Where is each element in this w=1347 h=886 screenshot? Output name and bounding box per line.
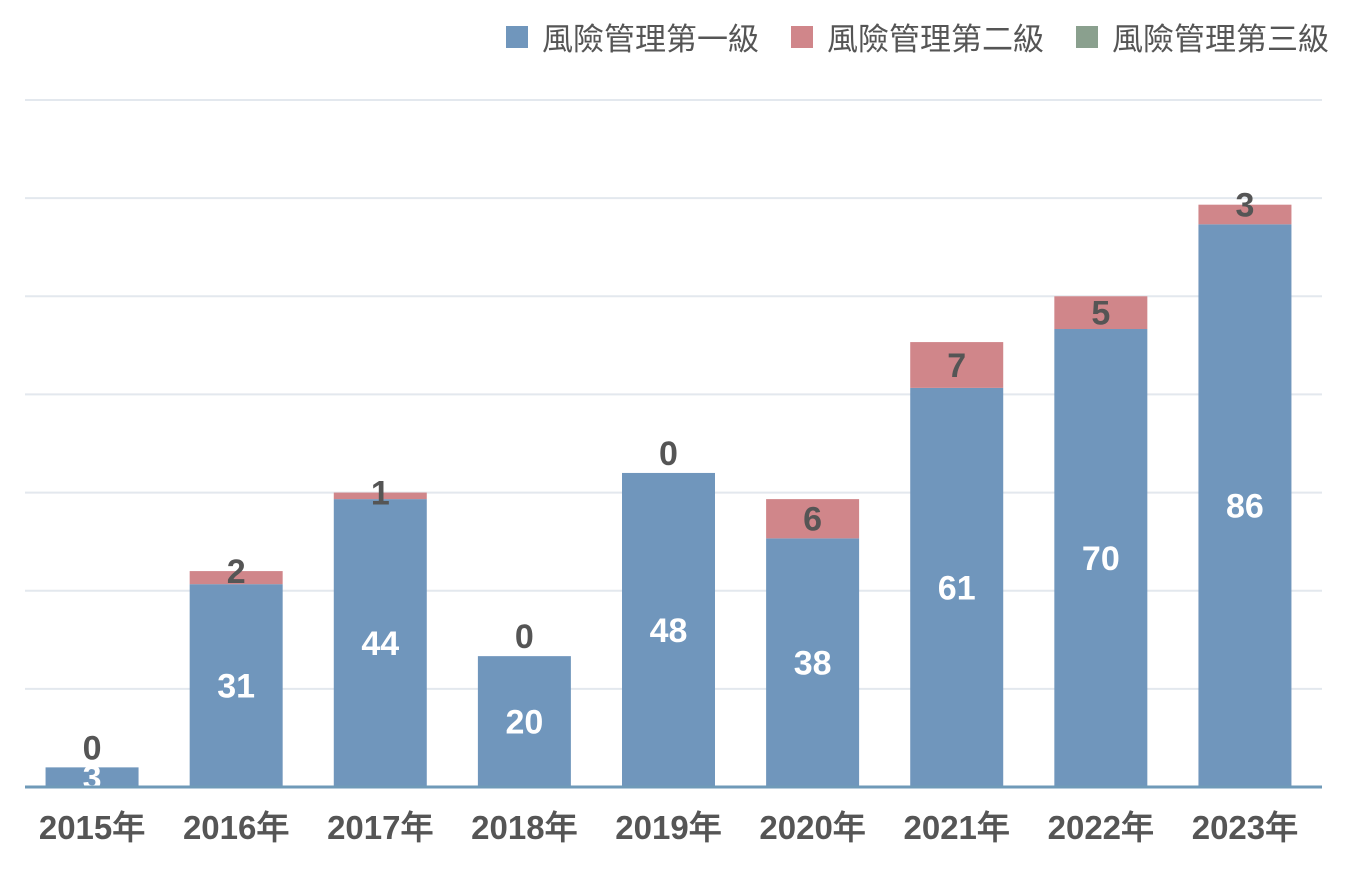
data-label-level-1: 38 [794, 645, 832, 683]
data-label-level-2: 5 [1091, 295, 1110, 333]
data-label-level-2: 3 [1235, 187, 1254, 225]
data-label-level-2: 0 [659, 435, 678, 473]
data-label-level-2: 7 [947, 347, 966, 385]
x-tick-label: 2021年 [904, 809, 1010, 846]
data-label-level-2: 0 [83, 729, 102, 767]
x-tick-label: 2015年 [39, 809, 145, 846]
data-label-level-2: 6 [803, 501, 822, 539]
x-tick-label: 2016年 [183, 809, 289, 846]
data-label-level-2: 0 [515, 618, 534, 656]
data-label-level-1: 20 [505, 704, 543, 742]
data-label-level-1: 48 [650, 612, 688, 650]
data-label-level-1: 70 [1082, 540, 1120, 578]
data-label-level-1: 31 [217, 668, 255, 706]
data-label-level-1: 86 [1226, 488, 1264, 526]
x-tick-label: 2023年 [1192, 809, 1298, 846]
data-label-level-2: 2 [227, 553, 246, 591]
data-label-level-1: 44 [361, 625, 399, 663]
data-label-level-2: 1 [371, 475, 390, 513]
data-label-level-1: 61 [938, 569, 976, 607]
x-tick-label: 2019年 [615, 809, 721, 846]
x-tick-label: 2018年 [471, 809, 577, 846]
x-tick-label: 2017年 [327, 809, 433, 846]
x-tick-label: 2020年 [759, 809, 865, 846]
x-tick-label: 2022年 [1048, 809, 1154, 846]
